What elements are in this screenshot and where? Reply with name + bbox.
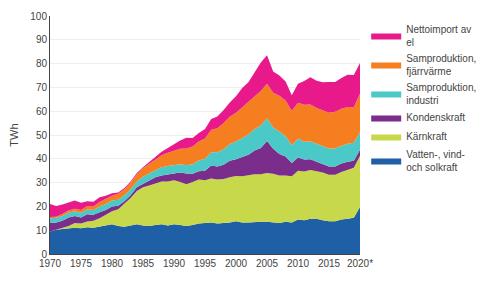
svg-text:0: 0 (41, 249, 47, 260)
svg-text:2000: 2000 (225, 258, 248, 269)
svg-text:60: 60 (36, 106, 48, 117)
svg-text:2020*: 2020* (347, 258, 373, 269)
svg-text:90: 90 (36, 34, 48, 45)
svg-text:Vatten-, vind-och solkraft: Vatten-, vind-och solkraft (406, 149, 465, 173)
svg-text:TWh: TWh (8, 123, 20, 146)
svg-text:2010: 2010 (287, 258, 310, 269)
svg-text:Samproduktion,industri: Samproduktion,industri (406, 82, 476, 106)
svg-text:20: 20 (36, 201, 48, 212)
svg-text:10: 10 (36, 225, 48, 236)
svg-text:1975: 1975 (70, 258, 93, 269)
svg-text:1980: 1980 (101, 258, 124, 269)
svg-text:2015: 2015 (318, 258, 341, 269)
svg-text:40: 40 (36, 153, 48, 164)
svg-text:80: 80 (36, 58, 48, 69)
svg-text:30: 30 (36, 177, 48, 188)
svg-text:Kondenskraft: Kondenskraft (406, 112, 465, 123)
svg-text:1995: 1995 (194, 258, 217, 269)
svg-text:Kärnkraft: Kärnkraft (406, 131, 447, 142)
svg-text:1990: 1990 (163, 258, 186, 269)
svg-text:100: 100 (30, 11, 47, 22)
svg-text:1985: 1985 (132, 258, 155, 269)
svg-text:2005: 2005 (256, 258, 279, 269)
svg-text:Nettoimport avel: Nettoimport avel (406, 24, 471, 48)
svg-text:70: 70 (36, 82, 48, 93)
svg-text:Samproduktion,fjärrvärme: Samproduktion,fjärrvärme (406, 53, 476, 77)
svg-text:1970: 1970 (39, 258, 62, 269)
svg-text:50: 50 (36, 130, 48, 141)
